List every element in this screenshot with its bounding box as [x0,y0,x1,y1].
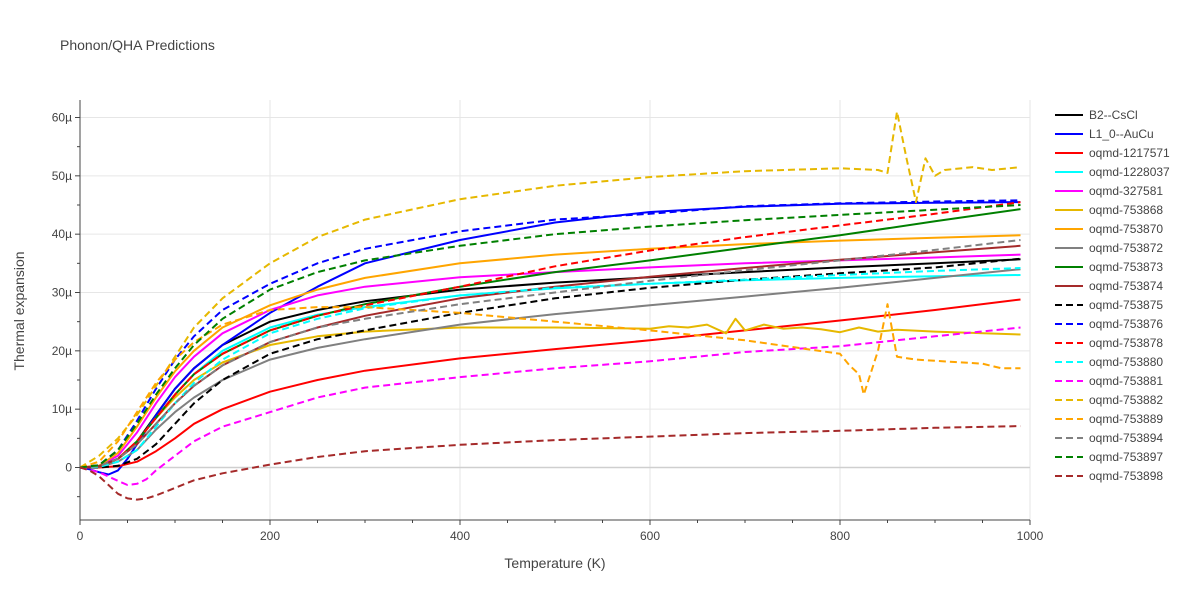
legend-item[interactable]: oqmd-753873 [1055,260,1163,274]
legend-label: oqmd-1228037 [1089,165,1170,179]
legend-label: B2--CsCl [1089,108,1138,122]
legend-item[interactable]: oqmd-753894 [1055,431,1163,445]
x-tick-label: 800 [830,529,850,543]
series-line-oqmd-753889 [80,303,1021,469]
legend-label: oqmd-753870 [1089,222,1163,236]
legend-item[interactable]: oqmd-753889 [1055,412,1163,426]
legend-label: oqmd-753894 [1089,431,1163,445]
legend-label: oqmd-753898 [1089,469,1163,483]
y-tick-label: 30µ [52,286,72,300]
series-line-oqmd-753881 [80,326,1021,486]
legend-item[interactable]: oqmd-753876 [1055,317,1163,331]
series-line-oqmd-1217571 [80,298,1021,469]
legend-item[interactable]: oqmd-1217571 [1055,146,1170,160]
x-axis-title: Temperature (K) [504,555,605,571]
legend-item[interactable]: oqmd-753868 [1055,203,1163,217]
x-tick-label: 200 [260,529,280,543]
legend-label: oqmd-327581 [1089,184,1163,198]
x-tick-label: 400 [450,529,470,543]
y-tick-label: 20µ [52,344,72,358]
legend-label: oqmd-753882 [1089,393,1163,407]
series-line-oqmd-753878 [80,201,1021,469]
series-line-oqmd-753894 [80,239,1021,469]
legend-item[interactable]: oqmd-753870 [1055,222,1163,236]
legend-item[interactable]: oqmd-753874 [1055,279,1163,293]
legend-label: oqmd-753873 [1089,260,1163,274]
x-tick-label: 1000 [1017,529,1044,543]
legend[interactable]: B2--CsCl L1_0--AuCu oqmd-1217571 oqmd-12280… [1055,108,1170,483]
y-tick-label: 10µ [52,402,72,416]
legend-label: oqmd-753874 [1089,279,1163,293]
y-tick-label: 60µ [52,111,72,125]
series-line-oqmd-753880 [80,267,1021,469]
legend-item[interactable]: oqmd-753872 [1055,241,1163,255]
series-line-oqmd-753875 [80,257,1021,469]
legend-item[interactable]: L1_0--AuCu [1055,127,1154,141]
y-tick-label: 40µ [52,227,72,241]
axes: 0 200 400 600 800 1000 0 10µ 20µ 30µ 40µ 50µ 60µ [52,100,1044,543]
legend-item[interactable]: oqmd-753878 [1055,336,1163,350]
y-tick-label: 0 [65,461,72,475]
series-line-oqmd-753897 [80,204,1021,469]
legend-label: oqmd-753881 [1089,374,1163,388]
legend-label: oqmd-1217571 [1089,146,1170,160]
legend-label: oqmd-753878 [1089,336,1163,350]
legend-label: oqmd-753868 [1089,203,1163,217]
legend-item[interactable]: oqmd-753897 [1055,450,1163,464]
legend-item[interactable]: oqmd-753875 [1055,298,1163,312]
series-line-oqmd-327581 [80,253,1021,469]
legend-item[interactable]: oqmd-753880 [1055,355,1163,369]
legend-item[interactable]: B2--CsCl [1055,108,1138,122]
series-line-oqmd-753868 [80,317,1021,469]
series-line-oqmd-1228037 [80,274,1021,469]
legend-label: L1_0--AuCu [1089,127,1154,141]
plot-area [80,110,1021,501]
series-line-oqmd-753898 [80,425,1021,501]
y-tick-label: 50µ [52,169,72,183]
legend-label: oqmd-753889 [1089,412,1163,426]
legend-item[interactable]: oqmd-753882 [1055,393,1163,407]
legend-label: oqmd-753875 [1089,298,1163,312]
series-line-oqmd-753874 [80,244,1021,469]
legend-item[interactable]: oqmd-1228037 [1055,165,1170,179]
series-line-l1-0-aucu [80,201,1021,476]
legend-label: oqmd-753876 [1089,317,1163,331]
chart-title: Phonon/QHA Predictions [60,37,215,53]
legend-item[interactable]: oqmd-753898 [1055,469,1163,483]
y-axis-title: Thermal expansion [11,251,27,370]
legend-label: oqmd-753880 [1089,355,1163,369]
legend-item[interactable]: oqmd-753881 [1055,374,1163,388]
legend-label: oqmd-753897 [1089,450,1163,464]
series-line-oqmd-753870 [80,234,1021,469]
legend-item[interactable]: oqmd-327581 [1055,184,1163,198]
x-tick-label: 0 [77,529,84,543]
grid [80,100,1031,520]
x-tick-label: 600 [640,529,660,543]
series-line-oqmd-753876 [80,199,1021,469]
legend-label: oqmd-753872 [1089,241,1163,255]
